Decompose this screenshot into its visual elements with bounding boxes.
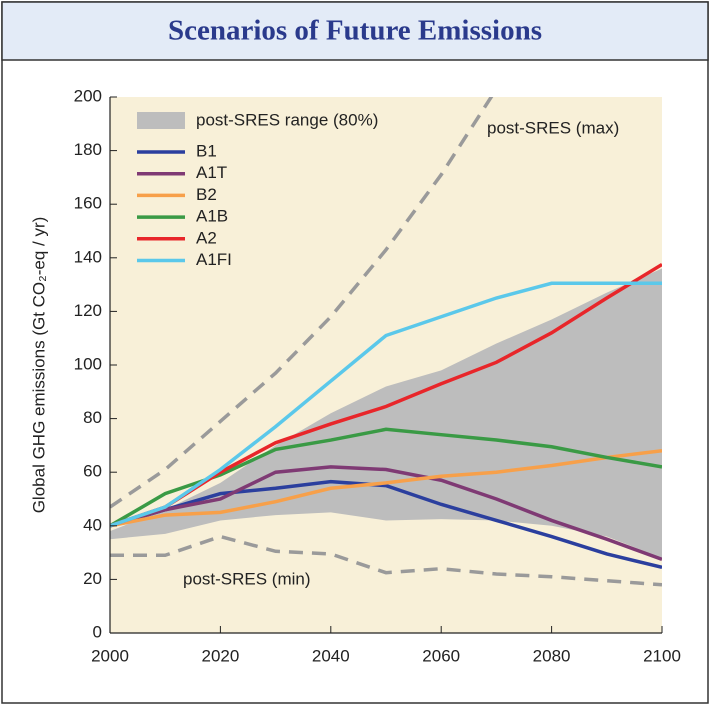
x-tick-label: 2040 [312, 646, 350, 665]
legend-swatch [137, 112, 185, 129]
series-line [110, 449, 662, 528]
series-line [110, 465, 662, 561]
y-tick-label: 180 [74, 140, 102, 159]
legend-label: B1 [196, 141, 217, 160]
legend-label: A2 [196, 228, 217, 247]
y-axis-label: Global GHG emissions (Gt CO₂-eq / yr) [29, 217, 48, 514]
y-tick-label: 40 [83, 515, 102, 534]
bound-line [110, 97, 494, 509]
series-line [110, 281, 662, 528]
x-tick-label: 2080 [533, 646, 571, 665]
x-tick-label: 2060 [422, 646, 460, 665]
y-tick-label: 200 [74, 86, 102, 105]
legend-label: A1B [196, 207, 228, 226]
title-band [1, 1, 709, 61]
bound-line [110, 534, 662, 587]
chart-title: Scenarios of Future Emissions [168, 15, 542, 47]
y-tick-label: 140 [74, 247, 102, 266]
x-tick-label: 2100 [643, 646, 681, 665]
annotation: post-SRES (max) [487, 118, 619, 137]
plot-layer [110, 97, 662, 587]
series-line [110, 479, 662, 570]
x-tick-label: 2000 [91, 646, 129, 665]
y-tick-label: 120 [74, 301, 102, 320]
legend-label: A1FI [196, 250, 232, 269]
x-tick-label: 2020 [201, 646, 239, 665]
legend-label: B2 [196, 185, 217, 204]
legend-label: A1T [196, 163, 227, 182]
y-tick-label: 0 [93, 622, 102, 641]
y-tick-label: 60 [83, 462, 102, 481]
y-tick-label: 20 [83, 569, 102, 588]
y-tick-label: 160 [74, 194, 102, 213]
y-tick-label: 80 [83, 408, 102, 427]
annotation: post-SRES (min) [183, 569, 311, 588]
legend-label: post-SRES range (80%) [196, 110, 378, 129]
y-tick-label: 100 [74, 354, 102, 373]
